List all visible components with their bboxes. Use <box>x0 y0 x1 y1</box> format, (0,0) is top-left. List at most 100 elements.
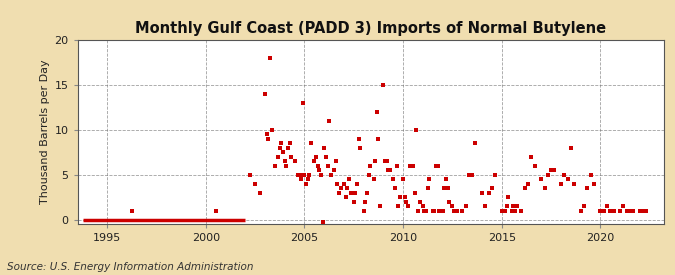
Point <box>340 195 351 199</box>
Point <box>350 191 361 195</box>
Point <box>423 186 433 190</box>
Point <box>254 191 265 195</box>
Point <box>301 182 312 186</box>
Point <box>373 137 384 141</box>
Point <box>490 172 501 177</box>
Point <box>457 208 468 213</box>
Point <box>496 208 507 213</box>
Point <box>398 177 408 182</box>
Point <box>324 119 335 123</box>
Point <box>582 186 593 190</box>
Point <box>556 182 566 186</box>
Point <box>578 204 589 208</box>
Point <box>641 208 652 213</box>
Point <box>309 159 320 163</box>
Point <box>519 186 530 190</box>
Point <box>393 204 404 208</box>
Point <box>126 208 137 213</box>
Point <box>503 195 514 199</box>
Point <box>302 177 313 182</box>
Point <box>439 186 450 190</box>
Point <box>360 199 371 204</box>
Point <box>355 145 366 150</box>
Point <box>449 208 460 213</box>
Point <box>289 159 300 163</box>
Point <box>545 168 556 172</box>
Point <box>383 168 394 172</box>
Point <box>442 186 453 190</box>
Point <box>266 128 277 132</box>
Point <box>345 191 356 195</box>
Point <box>424 177 435 182</box>
Point <box>342 186 352 190</box>
Point <box>443 199 454 204</box>
Point <box>510 208 520 213</box>
Point <box>608 208 619 213</box>
Point <box>352 182 362 186</box>
Point <box>401 199 412 204</box>
Point <box>365 164 376 168</box>
Point <box>321 155 331 159</box>
Point <box>391 164 402 168</box>
Point <box>388 177 399 182</box>
Point <box>245 172 256 177</box>
Point <box>319 145 329 150</box>
Point <box>566 145 576 150</box>
Point <box>624 208 635 213</box>
Point <box>511 204 522 208</box>
Point <box>464 172 475 177</box>
Point <box>381 159 392 163</box>
Point <box>298 101 308 105</box>
Point <box>419 208 430 213</box>
Point <box>502 204 512 208</box>
Point <box>329 168 340 172</box>
Point <box>508 204 518 208</box>
Point <box>368 177 379 182</box>
Point <box>526 155 537 159</box>
Point <box>317 220 328 224</box>
Point <box>330 159 341 163</box>
Point <box>332 182 343 186</box>
Point <box>283 145 294 150</box>
Point <box>261 132 272 136</box>
Point <box>621 208 632 213</box>
Point <box>313 164 323 168</box>
Point <box>273 155 284 159</box>
Point <box>638 208 649 213</box>
Point <box>452 208 463 213</box>
Point <box>409 191 420 195</box>
Point <box>363 172 374 177</box>
Point <box>296 177 306 182</box>
Point <box>277 150 288 155</box>
Point <box>522 182 533 186</box>
Point <box>339 182 350 186</box>
Point <box>487 186 497 190</box>
Text: Source: U.S. Energy Information Administration: Source: U.S. Energy Information Administ… <box>7 262 253 272</box>
Point <box>569 182 580 186</box>
Point <box>260 92 271 96</box>
Point <box>598 208 609 213</box>
Point <box>304 172 315 177</box>
Point <box>403 204 414 208</box>
Point <box>322 164 333 168</box>
Title: Monthly Gulf Coast (PADD 3) Imports of Normal Butylene: Monthly Gulf Coast (PADD 3) Imports of N… <box>135 21 606 36</box>
Point <box>543 172 554 177</box>
Point <box>432 164 443 168</box>
Point <box>470 141 481 145</box>
Point <box>559 172 570 177</box>
Point <box>539 186 550 190</box>
Point <box>335 186 346 190</box>
Point <box>310 155 321 159</box>
Point <box>276 141 287 145</box>
Point <box>601 204 612 208</box>
Point <box>294 172 305 177</box>
Point <box>306 141 317 145</box>
Point <box>286 155 297 159</box>
Point <box>412 208 423 213</box>
Point <box>483 191 494 195</box>
Point <box>421 208 431 213</box>
Point <box>279 159 290 163</box>
Point <box>434 208 445 213</box>
Point <box>575 208 586 213</box>
Point <box>437 208 448 213</box>
